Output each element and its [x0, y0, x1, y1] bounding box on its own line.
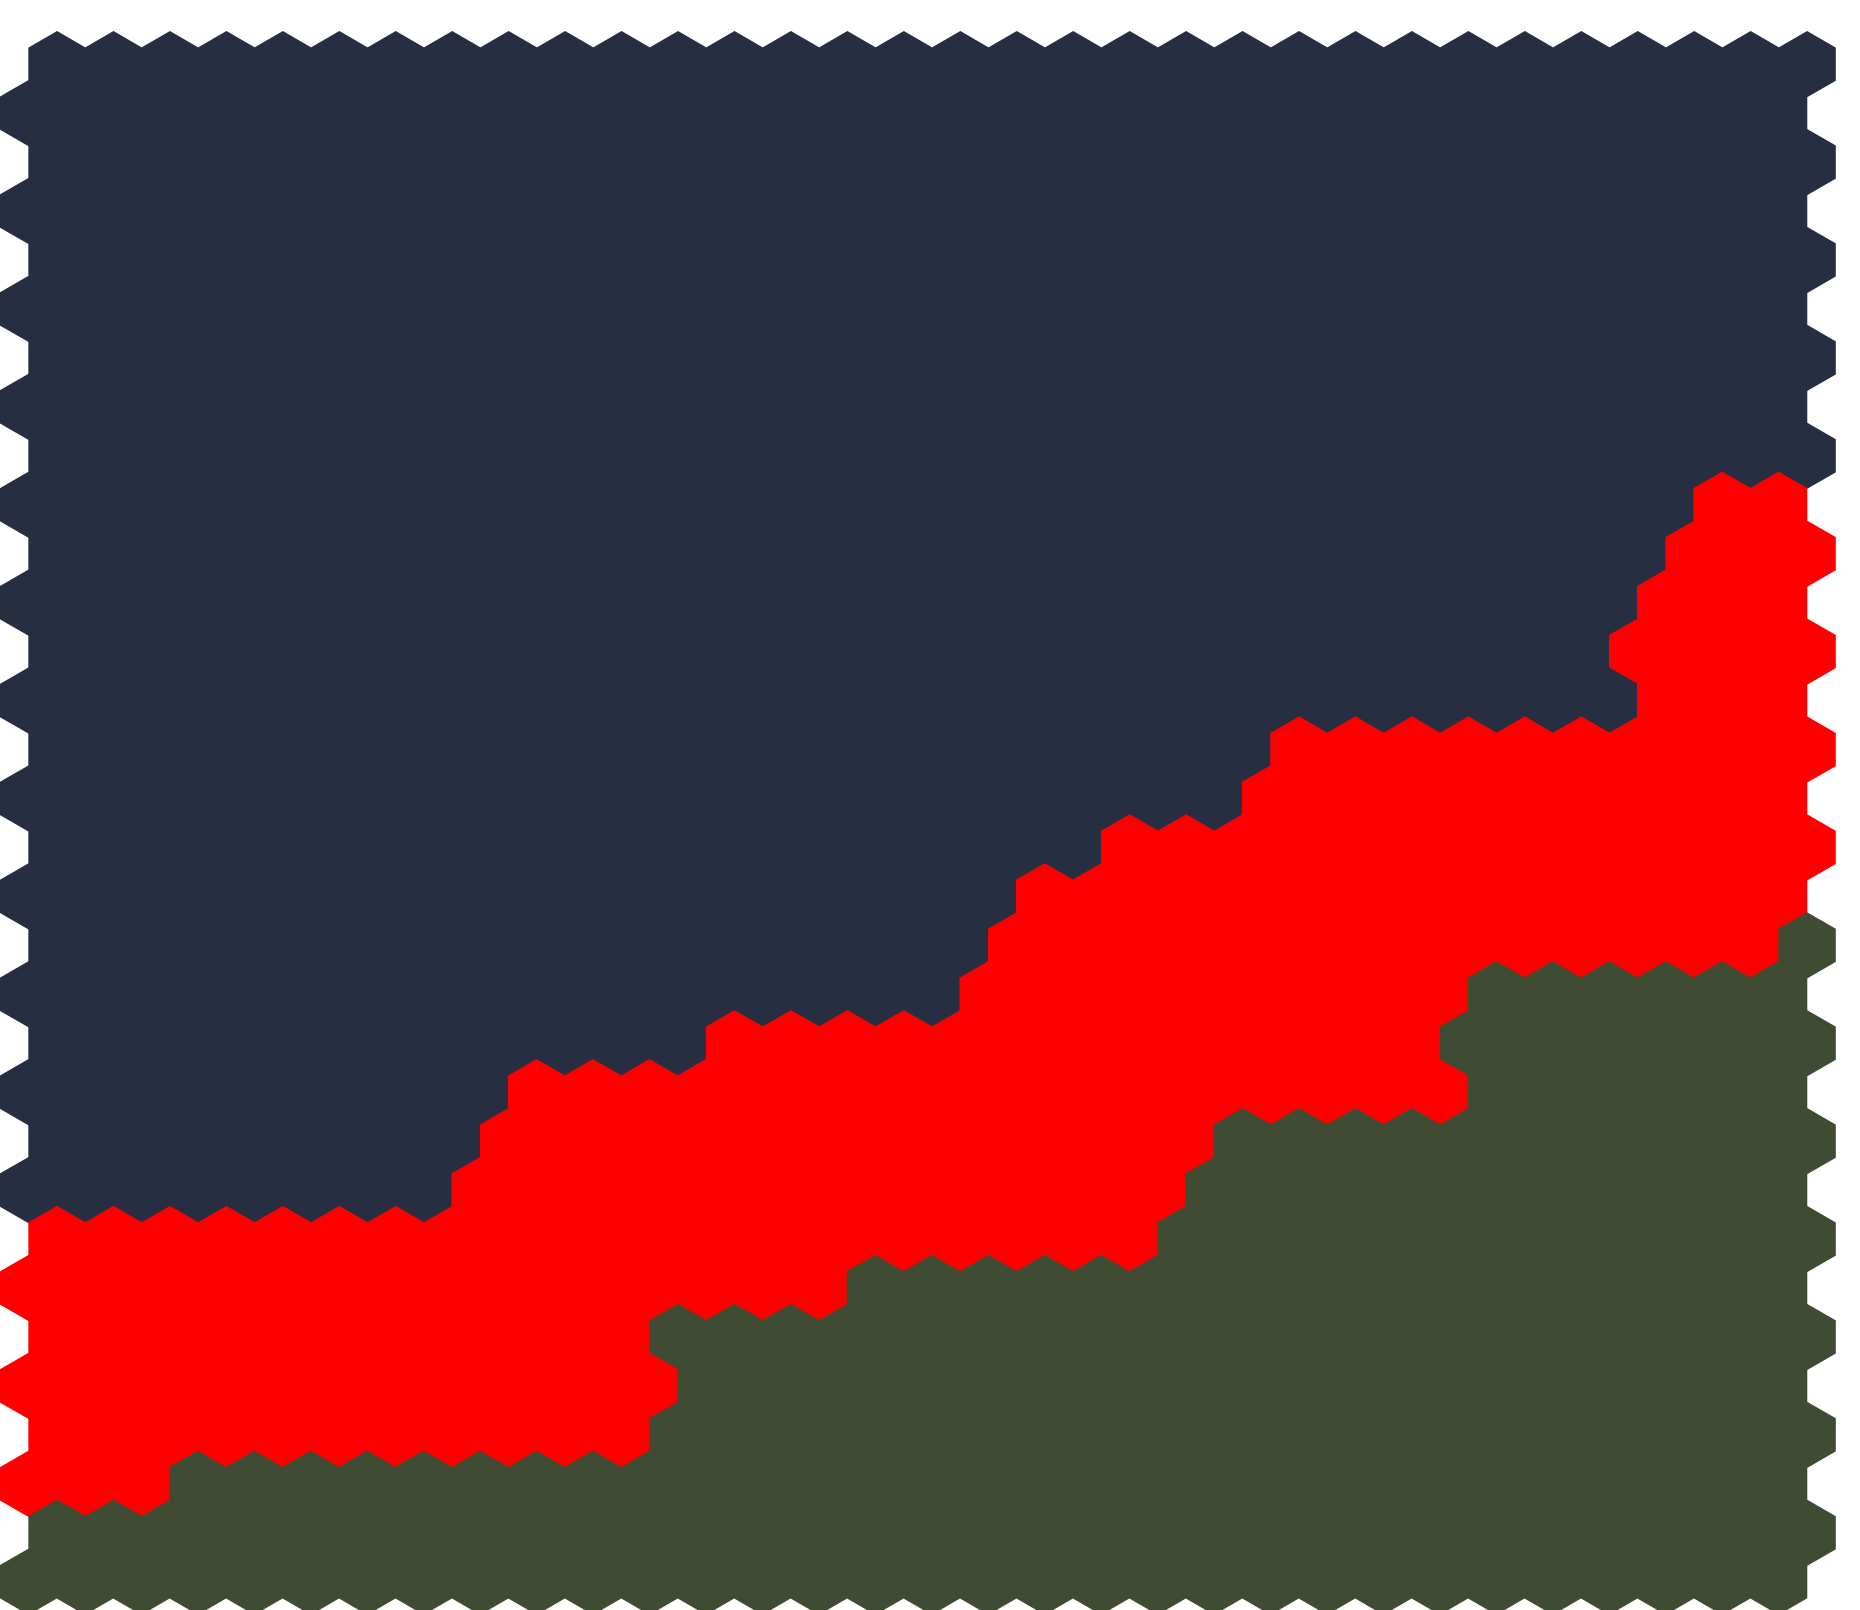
hex-bottom: [1749, 1548, 1808, 1610]
